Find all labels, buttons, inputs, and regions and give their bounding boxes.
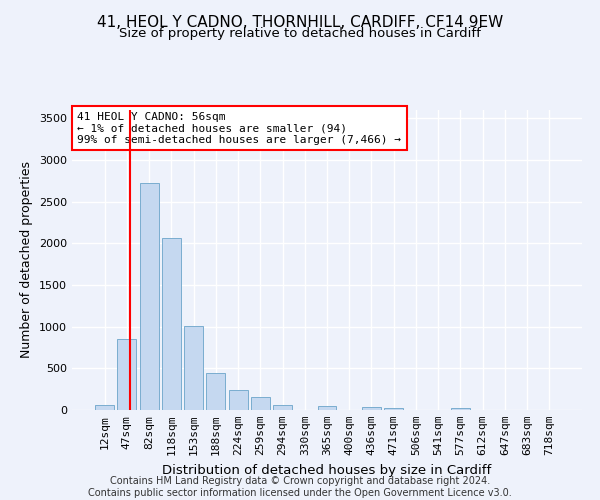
- Bar: [451, 408, 470, 410]
- Bar: [384, 408, 403, 410]
- Bar: [140, 184, 158, 410]
- Bar: [317, 406, 337, 410]
- Bar: [118, 339, 136, 410]
- Bar: [362, 407, 381, 410]
- Text: 41, HEOL Y CADNO, THORNHILL, CARDIFF, CF14 9EW: 41, HEOL Y CADNO, THORNHILL, CARDIFF, CF…: [97, 15, 503, 30]
- Bar: [251, 397, 270, 410]
- Bar: [273, 405, 292, 410]
- Y-axis label: Number of detached properties: Number of detached properties: [20, 162, 34, 358]
- Bar: [162, 238, 181, 410]
- Text: Contains HM Land Registry data © Crown copyright and database right 2024.
Contai: Contains HM Land Registry data © Crown c…: [88, 476, 512, 498]
- Text: Size of property relative to detached houses in Cardiff: Size of property relative to detached ho…: [119, 28, 481, 40]
- Bar: [229, 390, 248, 410]
- Bar: [184, 326, 203, 410]
- Bar: [206, 372, 225, 410]
- Bar: [95, 406, 114, 410]
- Text: 41 HEOL Y CADNO: 56sqm
← 1% of detached houses are smaller (94)
99% of semi-deta: 41 HEOL Y CADNO: 56sqm ← 1% of detached …: [77, 112, 401, 144]
- X-axis label: Distribution of detached houses by size in Cardiff: Distribution of detached houses by size …: [163, 464, 491, 476]
